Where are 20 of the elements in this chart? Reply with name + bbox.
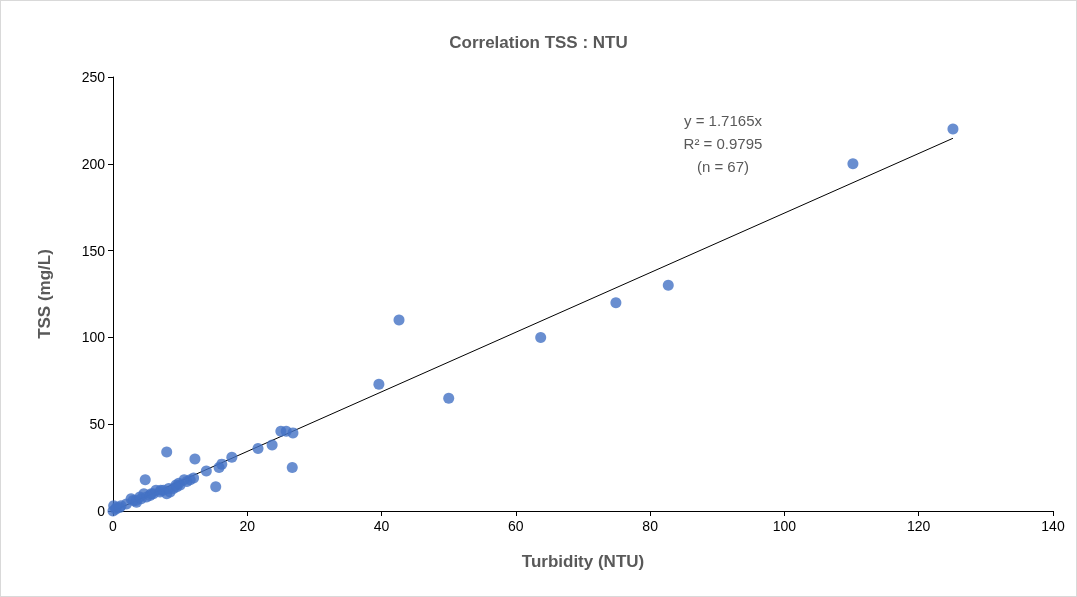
x-tick-label: 80 — [642, 518, 659, 534]
x-tick-label: 40 — [373, 518, 390, 534]
x-tick-label: 60 — [508, 518, 524, 534]
y-axis-title: TSS (mg/L) — [35, 249, 54, 339]
x-tick-label: 100 — [772, 518, 797, 534]
annotation: R² = 0.9795 — [683, 135, 763, 152]
x-tick-label: 20 — [239, 518, 256, 534]
y-tick-label: 0 — [97, 503, 106, 519]
x-axis-title: Turbidity (NTU) — [521, 552, 645, 571]
y-tick-label: 150 — [81, 242, 106, 259]
y-tick-label: 100 — [81, 329, 106, 346]
chart-title: Correlation TSS : NTU — [449, 33, 628, 52]
annotation: (n = 67) — [696, 158, 750, 175]
y-tick-label: 250 — [81, 69, 106, 85]
y-tick-label: 50 — [89, 416, 106, 433]
x-tick-label: 120 — [907, 518, 931, 534]
annotation: y = 1.7165x — [684, 112, 763, 129]
x-tick-label: 140 — [1041, 518, 1065, 534]
x-tick-label: 0 — [109, 518, 118, 534]
y-tick-label: 200 — [81, 155, 106, 172]
